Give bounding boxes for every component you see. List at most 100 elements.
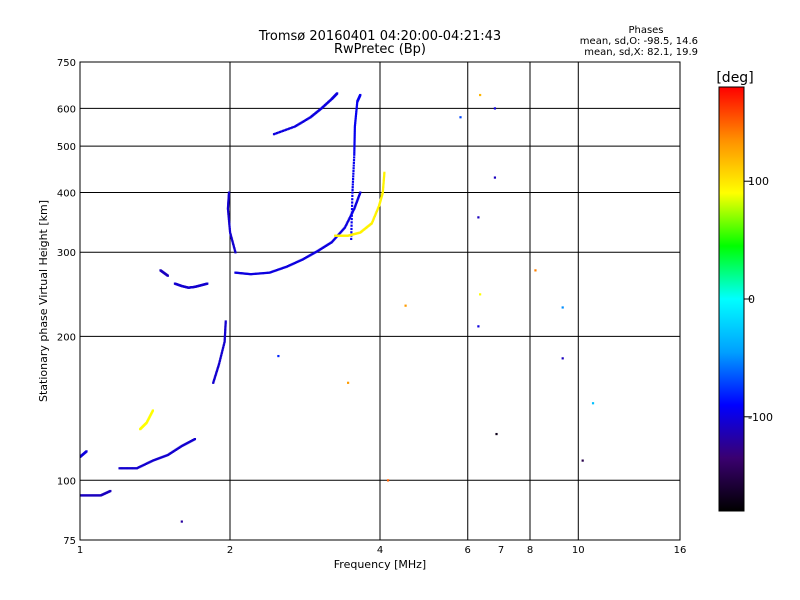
data-point [267, 271, 270, 274]
data-point [381, 191, 384, 194]
data-point [286, 265, 290, 268]
data-point [278, 130, 282, 134]
data-point [220, 353, 223, 356]
data-point [352, 209, 355, 212]
data-point [561, 357, 564, 360]
data-point [232, 245, 236, 248]
data-point [277, 131, 280, 134]
data-point [217, 365, 220, 368]
data-point [136, 466, 140, 469]
data-point [404, 304, 407, 307]
data-point [355, 109, 358, 112]
data-point [352, 164, 355, 167]
data-point [300, 258, 303, 261]
phase-colorbar: [deg] 100 0 -100 [716, 70, 773, 512]
data-points [80, 92, 595, 523]
data-point [227, 198, 230, 201]
data-point [279, 267, 282, 270]
data-point [286, 128, 289, 131]
data-point [214, 373, 217, 376]
data-point [359, 93, 362, 97]
data-point [336, 92, 339, 95]
data-point [479, 93, 482, 97]
data-point [227, 214, 230, 217]
data-point [581, 459, 584, 462]
data-point [354, 116, 357, 119]
data-point [228, 222, 231, 226]
data-point [377, 206, 380, 209]
data-point [353, 206, 356, 209]
data-point [295, 124, 298, 127]
colorbar-tick-label: -100 [748, 411, 773, 424]
data-point [227, 200, 230, 203]
data-point [353, 207, 356, 210]
data-point [265, 271, 268, 274]
data-point [132, 467, 135, 470]
data-point [375, 211, 378, 214]
data-point [352, 172, 355, 175]
data-point [255, 272, 258, 275]
data-point [307, 117, 310, 120]
colorbar-unit-label: [deg] [716, 70, 753, 86]
data-point [252, 272, 255, 276]
data-point [227, 192, 231, 195]
data-point [282, 266, 285, 270]
data-point [355, 104, 359, 107]
data-point [292, 262, 295, 265]
data-point [217, 363, 221, 366]
data-point [351, 180, 355, 183]
data-point [127, 467, 130, 470]
data-point [222, 345, 225, 348]
data-point [350, 213, 353, 216]
data-point [227, 219, 231, 222]
data-point [352, 159, 356, 162]
data-point [118, 467, 121, 470]
data-point [224, 320, 227, 323]
data-point [477, 325, 480, 328]
data-point [351, 177, 355, 181]
data-point [304, 118, 308, 121]
data-point [218, 361, 221, 364]
data-point [227, 212, 230, 215]
data-point [374, 213, 377, 216]
data-point [227, 191, 231, 194]
data-point [349, 215, 352, 218]
data-point [284, 128, 288, 131]
data-point [382, 175, 386, 179]
data-point [355, 111, 358, 114]
colorbar-scale [718, 86, 745, 512]
data-point [226, 207, 230, 210]
data-point [372, 218, 375, 221]
data-point [138, 466, 141, 469]
x-axis-label: Frequency [MHz] [334, 558, 426, 571]
data-point [124, 467, 127, 470]
data-point [227, 204, 230, 207]
data-point [228, 221, 231, 224]
data-point [289, 127, 292, 130]
data-point [352, 169, 355, 173]
data-point [354, 205, 357, 208]
data-point [215, 371, 218, 374]
data-point [232, 244, 235, 247]
data-point [278, 268, 281, 271]
x-tick-label: 7 [498, 545, 504, 556]
data-point [213, 376, 216, 379]
plot-grid [80, 62, 680, 540]
data-point [139, 465, 142, 468]
data-point [353, 127, 356, 130]
data-point [143, 463, 146, 466]
data-point [256, 272, 259, 275]
data-point [280, 130, 283, 133]
data-point [302, 120, 305, 123]
data-point [353, 141, 356, 144]
data-point [370, 222, 373, 225]
data-point [213, 377, 216, 380]
data-point [180, 520, 183, 523]
data-point [343, 226, 347, 229]
data-point [382, 180, 385, 183]
data-point [231, 241, 234, 244]
data-point [274, 132, 277, 135]
data-point [206, 282, 209, 285]
data-point [355, 105, 358, 109]
